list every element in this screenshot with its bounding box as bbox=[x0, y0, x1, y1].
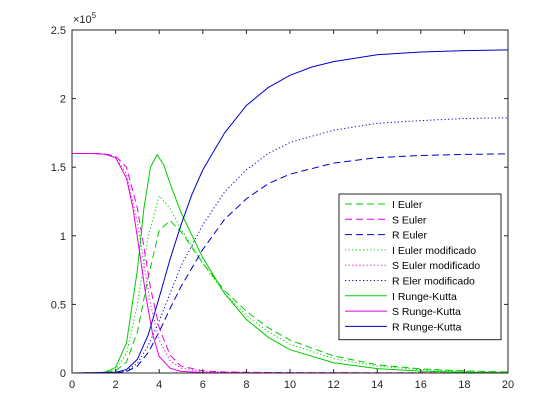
x-tick-label-2: 4 bbox=[156, 379, 162, 391]
x-tick-label-7: 14 bbox=[371, 379, 383, 391]
y-tick-label-3: 1.5 bbox=[51, 162, 66, 174]
series-line-3 bbox=[72, 194, 509, 374]
y-multiplier-exponent: 5 bbox=[92, 11, 97, 20]
legend-box bbox=[338, 193, 502, 341]
x-tick-label-0: 0 bbox=[69, 379, 75, 391]
y-tick-label-5: 2.5 bbox=[51, 25, 66, 37]
series-line-8 bbox=[71, 49, 509, 374]
legend-label-2: R Euler bbox=[392, 230, 428, 242]
legend-label-4: S Euler modificado bbox=[392, 260, 480, 272]
series-line-6 bbox=[71, 153, 509, 374]
x-tick-label-6: 12 bbox=[327, 379, 339, 391]
y-tick-label-2: 1 bbox=[60, 231, 66, 243]
y-tick-label-4: 2 bbox=[60, 94, 66, 106]
x-tick-label-1: 2 bbox=[113, 379, 119, 391]
legend: I Euler S Euler R Euler I Euler modificado S… bbox=[338, 193, 502, 341]
x-tick-label-9: 18 bbox=[458, 379, 470, 391]
x-tick-label-3: 6 bbox=[200, 379, 206, 391]
x-tick-label-4: 8 bbox=[243, 379, 249, 391]
legend-label-1: S Euler bbox=[392, 214, 427, 226]
legend-label-3: I Euler modificado bbox=[392, 245, 476, 257]
plot-lines bbox=[71, 49, 509, 374]
legend-label-5: R Eler modificado bbox=[392, 276, 475, 288]
y-tick-label-1: 0.5 bbox=[51, 299, 66, 311]
series-line-0 bbox=[72, 220, 509, 374]
x-tick-label-5: 10 bbox=[284, 379, 296, 391]
x-tick-label-10: 20 bbox=[502, 379, 514, 391]
x-axis: 0 2 4 6 8 10 12 14 16 18 20 bbox=[69, 30, 514, 391]
legend-label-7: S Runge-Kutta bbox=[392, 306, 461, 318]
legend-label-8: R Runge-Kutta bbox=[392, 321, 462, 333]
legend-label-6: I Runge-Kutta bbox=[392, 291, 457, 303]
series-line-5 bbox=[71, 117, 509, 374]
y-multiplier-base: ×10 bbox=[73, 14, 92, 26]
y-axis-multiplier: ×105 bbox=[73, 11, 97, 26]
y-axis: 0 0.5 1 1.5 2 2.5 bbox=[51, 25, 508, 380]
y-tick-label-0: 0 bbox=[60, 368, 66, 380]
legend-label-0: I Euler bbox=[392, 199, 423, 211]
x-tick-label-8: 16 bbox=[415, 379, 427, 391]
